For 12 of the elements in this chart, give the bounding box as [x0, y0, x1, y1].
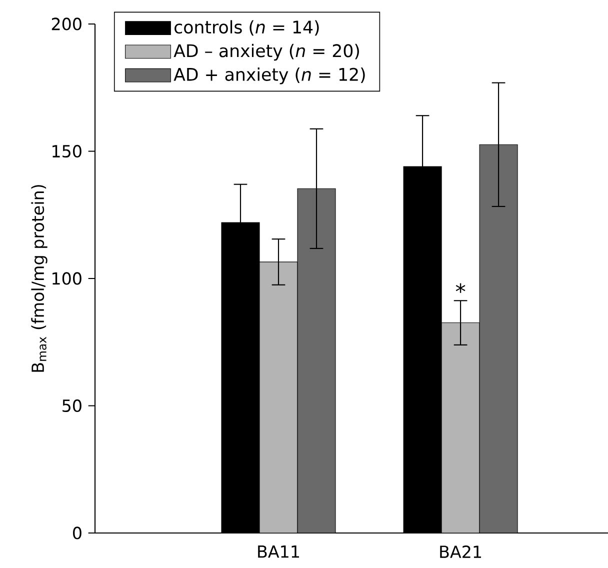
y-tick-label: 100	[52, 272, 82, 285]
y-tick-label: 50	[62, 399, 82, 412]
x-tick-label: BA11	[258, 545, 299, 558]
legend-label: AD + anxiety (n = 12)	[174, 68, 365, 84]
legend-label: controls (n = 14)	[174, 20, 319, 36]
y-tick-label: 200	[52, 18, 82, 30]
y-tick-label: 150	[52, 144, 82, 158]
y-axis-title: B$_{max}$ (fmol/mg protein)	[31, 185, 48, 372]
x-tick-label: BA21	[440, 545, 482, 558]
legend-label: AD – anxiety (n = 20)	[174, 44, 359, 61]
annotation: *	[456, 283, 466, 293]
y-tick-label: 0	[73, 526, 82, 540]
